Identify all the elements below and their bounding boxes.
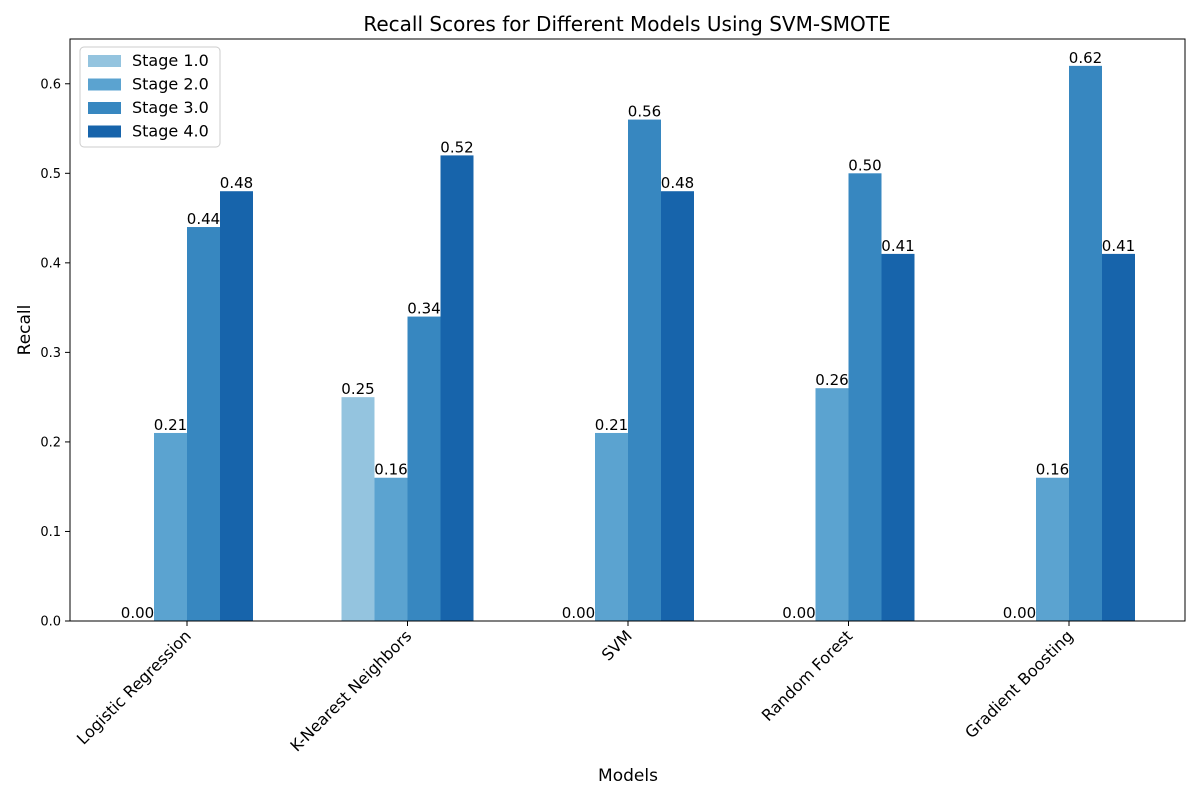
data-label: 0.48 — [661, 174, 694, 192]
legend: Stage 1.0 Stage 2.0 Stage 3.0 Stage 4.0 — [79, 46, 221, 148]
y-tick-label: 0.3 — [40, 346, 61, 361]
data-label: 0.00 — [1003, 604, 1036, 622]
y-tick-label: 0.6 — [40, 77, 61, 92]
bar-stage-3-0-4 — [1069, 65, 1102, 621]
data-label: 0.52 — [440, 138, 473, 156]
data-label: 0.44 — [187, 210, 220, 228]
x-tick-label: Gradient Boosting — [961, 626, 1077, 742]
data-label: 0.21 — [595, 416, 628, 434]
bar-stage-3-0-1 — [407, 316, 441, 621]
bar-stage-2-0-1 — [374, 477, 408, 621]
y-tick-label: 0.2 — [40, 435, 61, 450]
data-label: 0.56 — [628, 103, 661, 121]
x-tick-label: SVM — [598, 626, 636, 664]
legend-box — [79, 46, 221, 148]
legend-swatch — [88, 125, 121, 138]
bar-stage-3-0-0 — [187, 227, 220, 621]
bar-stage-2-0-4 — [1036, 477, 1069, 621]
data-label: 0.41 — [881, 237, 914, 255]
y-tick-label: 0.5 — [40, 167, 61, 182]
bar-stage-3-0-3 — [848, 173, 882, 622]
y-tick-label: 0.1 — [40, 525, 61, 540]
bar-stage-4-0-0 — [220, 191, 253, 621]
x-tick-label: Logistic Regression — [73, 626, 195, 748]
x-axis: Logistic Regression K-Nearest Neighbors SV… — [73, 621, 1077, 755]
data-label: 0.26 — [815, 371, 848, 389]
legend-label: Stage 1.0 — [132, 51, 209, 70]
bar-stage-4-0-4 — [1102, 253, 1135, 621]
data-label: 0.25 — [341, 380, 374, 398]
plot-area: 0.00 0.25 0.00 0.00 0.00 0.21 0.16 0.21 0.26 0.16… — [121, 49, 1135, 622]
bar-stage-4-0-1 — [440, 155, 474, 621]
data-label: 0.34 — [407, 300, 440, 318]
data-label: 0.16 — [1036, 461, 1069, 479]
bar-stage-1-0-1 — [341, 397, 375, 621]
y-axis-label: Recall — [15, 305, 35, 356]
bar-stage-4-0-3 — [881, 253, 915, 621]
data-label: 0.50 — [848, 156, 881, 174]
bar-stage-3-0-2 — [628, 119, 661, 621]
y-axis: 0.0 0.1 0.2 0.3 0.4 0.5 0.6 — [40, 77, 70, 630]
bar-stage-2-0-2 — [595, 432, 628, 621]
data-label: 0.00 — [121, 604, 154, 622]
y-tick-label: 0.4 — [40, 256, 61, 271]
x-tick-label: K-Nearest Neighbors — [286, 626, 415, 755]
data-label: 0.41 — [1102, 237, 1135, 255]
bar-stage-2-0-3 — [815, 388, 849, 621]
legend-label: Stage 3.0 — [132, 98, 209, 117]
data-label: 0.21 — [154, 416, 187, 434]
y-tick-label: 0.0 — [40, 615, 61, 630]
legend-label: Stage 2.0 — [132, 75, 209, 94]
data-label: 0.48 — [220, 174, 253, 192]
legend-swatch — [88, 78, 121, 91]
legend-label: Stage 4.0 — [132, 122, 209, 141]
legend-swatch — [88, 55, 121, 67]
bar-stage-2-0-0 — [154, 432, 187, 621]
data-label: 0.00 — [562, 604, 595, 622]
bar-stage-4-0-2 — [661, 191, 694, 621]
data-label: 0.00 — [782, 604, 815, 622]
x-axis-label: Models — [598, 766, 658, 786]
x-tick-label: Random Forest — [758, 626, 857, 725]
chart-title: Recall Scores for Different Models Using… — [363, 12, 890, 36]
data-label: 0.16 — [374, 461, 407, 479]
legend-swatch — [88, 102, 121, 114]
data-label: 0.62 — [1069, 49, 1102, 67]
